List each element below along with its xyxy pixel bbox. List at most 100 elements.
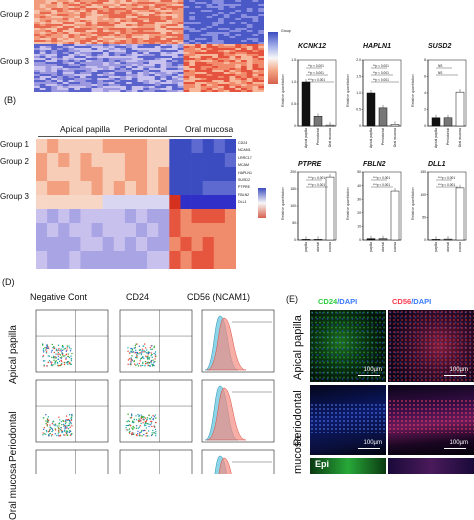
heatmap-cell [258,88,265,91]
flow-event-dot [136,354,138,356]
bar [301,239,311,241]
heatmap-cell [241,4,248,7]
heatmap-cell [258,86,265,89]
flow-event-dot [140,431,142,433]
heatmap-cell [154,80,161,83]
heatmap-cell [154,64,161,67]
heatmap-cell [131,82,138,85]
heatmap-cell [229,60,236,63]
heatmap-cell [80,76,87,79]
flow-event-dot [134,349,137,352]
heatmap-cell [68,36,75,39]
heatmap-cell [183,72,190,75]
heatmap-cell [131,56,138,59]
heatmap-cell [34,40,41,43]
heatmap-cell [57,6,64,9]
heatmap-cell [57,66,64,69]
heatmap-cell [229,24,236,27]
heatmap-cell [68,32,75,35]
heatmap-cell [246,50,253,53]
heatmap-cell [45,10,52,13]
flow-event-dot [130,360,132,362]
flow-event-dot [59,354,62,356]
heatmap-cell [131,36,138,39]
heatmap-cell [212,80,219,83]
heatmap-cell [34,8,41,11]
heatmap-cell [80,139,92,154]
heatmap-cell [108,58,115,61]
heatmap-cell [68,24,75,27]
heatmap-cell [246,86,253,89]
heatmap-cell [97,48,104,51]
scale-bar [444,374,466,376]
heatmap-cell [183,52,190,55]
heatmap-cell [120,80,127,83]
flow-event-dot [42,349,45,352]
flow-event-dot [51,349,53,352]
heatmap-cell [114,76,121,79]
heatmap-cell [143,88,150,91]
heatmap-cell [74,66,81,69]
heatmap-cell [103,22,110,25]
flow-event-dot [148,357,151,359]
heatmap-cell [258,26,265,29]
heatmap-cell [195,48,202,51]
flow-event-dot [142,356,144,358]
y-tick-label: 50 [292,221,296,225]
y-tick-label: 150 [290,187,296,191]
heatmap-cell [246,36,253,39]
heatmap-cell [74,52,81,55]
heatmap-cell [223,36,230,39]
flow-event-dot [146,356,149,359]
heatmap-cell [143,6,150,9]
heatmap-cell [160,4,167,7]
y-axis-label: Relative quantitation [281,187,285,220]
heatmap-cell [143,42,150,45]
heatmap-cell [131,28,138,31]
heatmap-cell [252,58,259,61]
heatmap-cell [126,82,133,85]
heatmap-cell [149,82,156,85]
gene-title: SUSD2 [428,43,451,50]
heatmap-cell [39,30,46,33]
flow-event-dot [47,347,49,350]
heatmap-cell [126,22,133,25]
heatmap-cell [85,2,92,5]
heatmap-cell [143,16,150,19]
flow-event-dot [59,419,61,421]
heatmap-cell [172,0,179,3]
heatmap-cell [62,62,69,65]
heatmap-cell [206,60,213,63]
heatmap-cell [212,24,219,27]
heatmap-cell [195,10,202,13]
y-tick-label: 0 [359,124,361,128]
heatmap-cell [51,44,58,47]
heatmap-cell [39,84,46,87]
heatmap-cell [91,80,98,83]
heatmap-cell [34,64,41,67]
heatmap-cell [34,42,41,45]
heatmap-cell [120,6,127,9]
heatmap-cell [51,28,58,31]
flow-event-dot [47,416,50,418]
flow-event-dot [133,418,135,421]
heatmap-cell [131,90,138,93]
heatmap-cell [166,82,173,85]
flow-event-dot [154,414,156,416]
heatmap-cell [114,22,121,25]
heatmap-cell [62,20,69,23]
heatmap-cell [62,16,69,19]
heatmap-cell [114,38,121,41]
sig-annotation: ***p < 0.001 [373,176,390,180]
heatmap-cell [51,12,58,15]
heatmap-cell [246,32,253,35]
heatmap-cell [172,86,179,89]
heatmap-cell [258,78,265,81]
heatmap-cell [189,24,196,27]
heatmap-cell [68,10,75,13]
flow-event-dot [144,365,146,367]
heatmap-cell [252,62,259,65]
heatmap-cell [120,30,127,33]
heatmap-cell [62,90,69,93]
heatmap-cell [206,28,213,31]
